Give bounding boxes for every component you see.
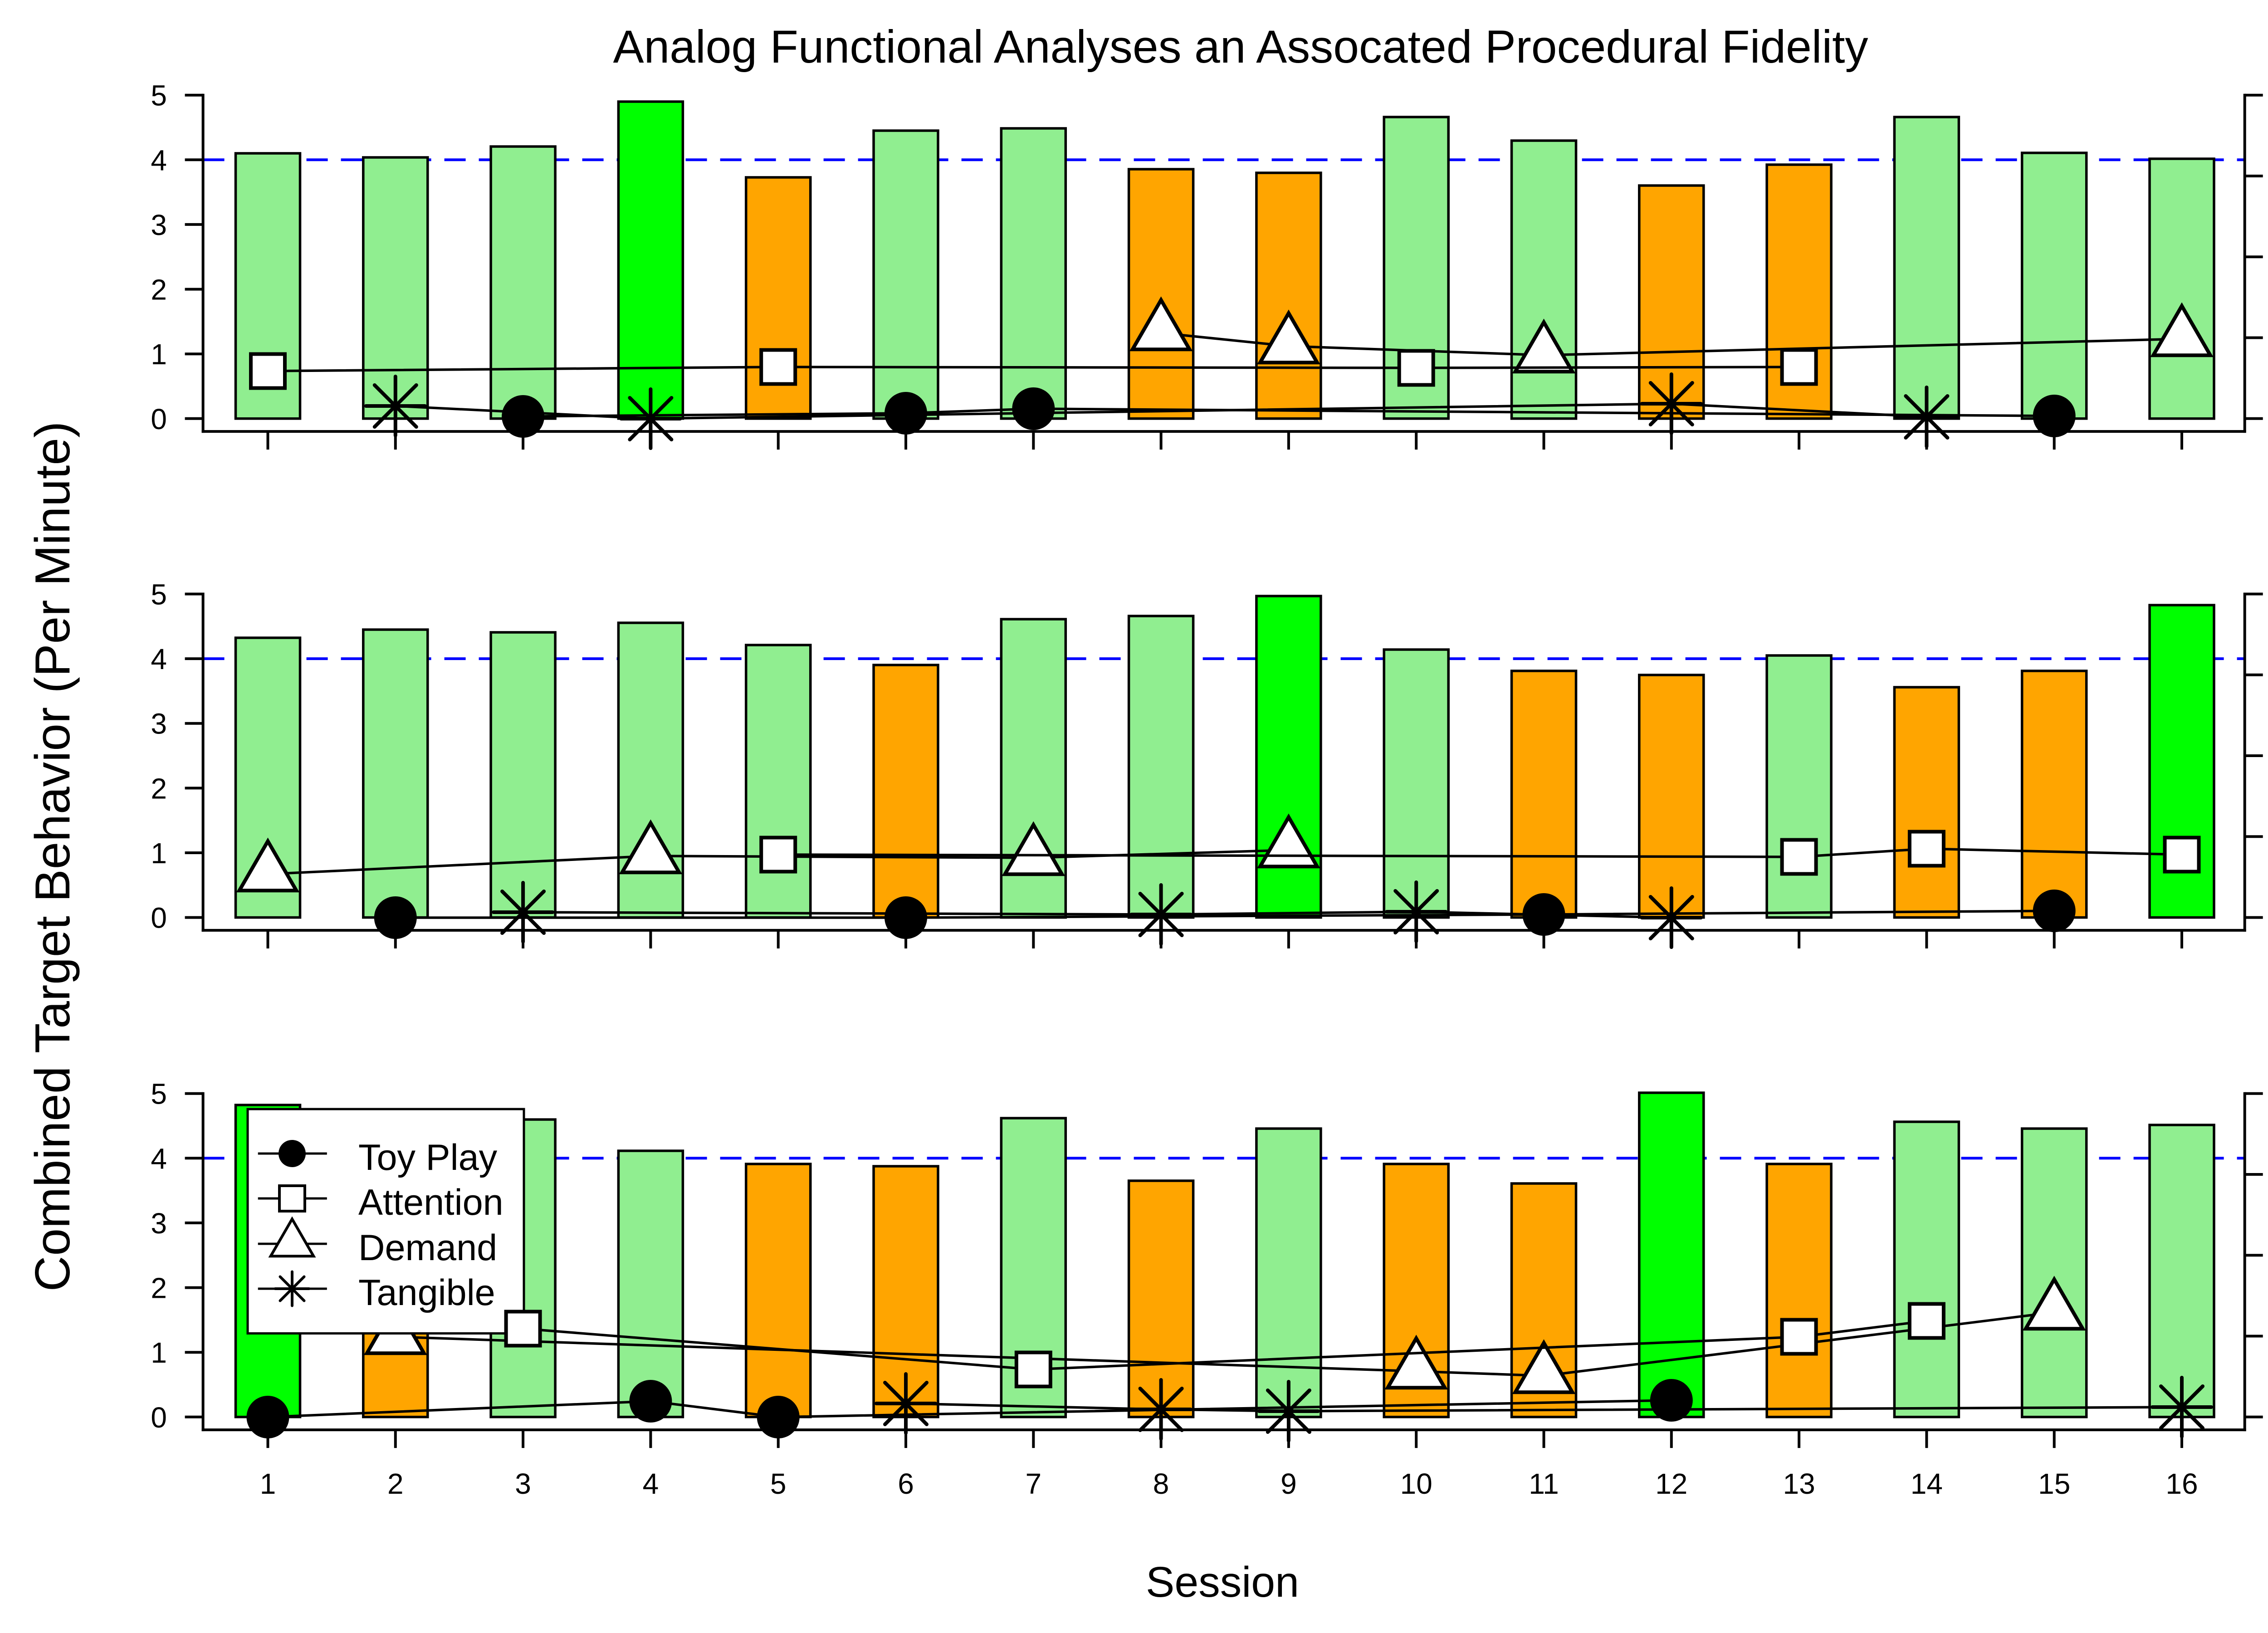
svg-text:6: 6 (898, 1467, 914, 1500)
svg-text:3: 3 (151, 1207, 167, 1240)
svg-text:2: 2 (387, 1467, 404, 1500)
svg-text:Toy Play: Toy Play (358, 1137, 498, 1178)
svg-text:Tangible: Tangible (358, 1272, 495, 1313)
svg-text:0: 0 (151, 1401, 167, 1434)
svg-text:4: 4 (151, 144, 167, 176)
svg-text:9: 9 (1281, 1467, 1297, 1500)
svg-text:2: 2 (151, 1272, 167, 1305)
svg-text:Attention: Attention (358, 1182, 503, 1223)
svg-text:Combined Target Behavior (Per: Combined Target Behavior (Per Minute) (25, 421, 80, 1292)
svg-text:16: 16 (2165, 1467, 2198, 1500)
svg-text:7: 7 (1026, 1467, 1042, 1500)
svg-text:1: 1 (151, 837, 167, 870)
svg-text:Session: Session (1146, 1558, 1299, 1606)
svg-text:3: 3 (151, 708, 167, 740)
svg-text:11: 11 (1529, 1467, 1559, 1500)
svg-text:5: 5 (151, 1078, 167, 1110)
svg-text:12: 12 (1655, 1467, 1687, 1500)
svg-text:13: 13 (1783, 1467, 1815, 1500)
svg-text:10: 10 (1400, 1467, 1432, 1500)
svg-text:3: 3 (515, 1467, 531, 1500)
svg-text:1: 1 (151, 338, 167, 371)
svg-text:2: 2 (151, 772, 167, 805)
svg-text:0: 0 (151, 403, 167, 435)
svg-text:Analog Functional Analyses an: Analog Functional Analyses an Assocated … (613, 21, 1868, 73)
svg-text:5: 5 (151, 578, 167, 611)
svg-text:1: 1 (151, 1336, 167, 1369)
svg-text:1: 1 (260, 1467, 276, 1500)
svg-text:3: 3 (151, 209, 167, 241)
svg-text:15: 15 (2038, 1467, 2070, 1500)
svg-text:4: 4 (151, 643, 167, 675)
svg-text:8: 8 (1153, 1467, 1169, 1500)
svg-text:5: 5 (151, 79, 167, 112)
svg-text:5: 5 (770, 1467, 787, 1500)
svg-text:14: 14 (1911, 1467, 1943, 1500)
svg-text:4: 4 (643, 1467, 659, 1500)
svg-text:4: 4 (151, 1142, 167, 1175)
svg-text:0: 0 (151, 902, 167, 934)
svg-text:2: 2 (151, 274, 167, 306)
svg-text:Demand: Demand (358, 1227, 497, 1268)
